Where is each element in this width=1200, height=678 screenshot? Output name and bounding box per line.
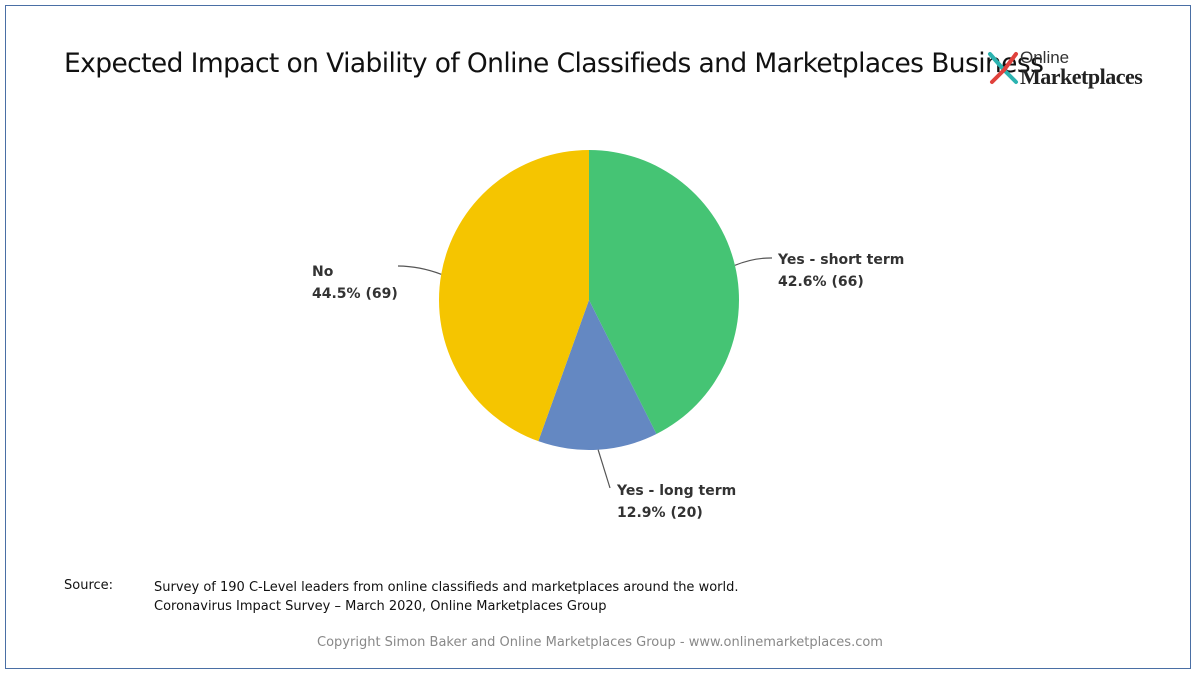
source-line-1: Survey of 190 C-Level leaders from onlin… [154, 580, 739, 595]
logo-x-icon [988, 52, 1018, 84]
label-yes-short-name: Yes - short term [777, 252, 904, 268]
source-line-2: Coronavirus Impact Survey – March 2020, … [154, 599, 607, 614]
label-yes-long-value: 12.9% (20) [617, 505, 703, 521]
label-yes-short-value: 42.6% (66) [778, 274, 864, 290]
online-marketplaces-logo: Online Marketplaces [986, 48, 1156, 92]
logo-text-online: Online [1020, 48, 1070, 67]
label-leader-lines [397, 257, 773, 489]
label-no-value: 44.5% (69) [312, 286, 398, 302]
logo-text-marketplaces: Marketplaces [1020, 64, 1143, 89]
leader-yes-short-term [734, 257, 773, 266]
source-label: Source: [64, 578, 114, 593]
pie-slices [439, 150, 739, 451]
slice-yes-long-term [538, 300, 657, 451]
label-yes-long-name: Yes - long term [616, 483, 736, 499]
copyright-text: Copyright Simon Baker and Online Marketp… [317, 635, 883, 650]
slice-yes-short-term [589, 150, 739, 434]
chart-title: Expected Impact on Viability of Online C… [64, 48, 1044, 79]
leader-no [397, 265, 442, 275]
slice-no [439, 150, 589, 442]
leader-yes-long-term [597, 449, 611, 489]
label-no-name: No [312, 264, 334, 280]
source-text: Survey of 190 C-Level leaders from onlin… [154, 578, 739, 616]
slide-frame [5, 5, 1191, 669]
